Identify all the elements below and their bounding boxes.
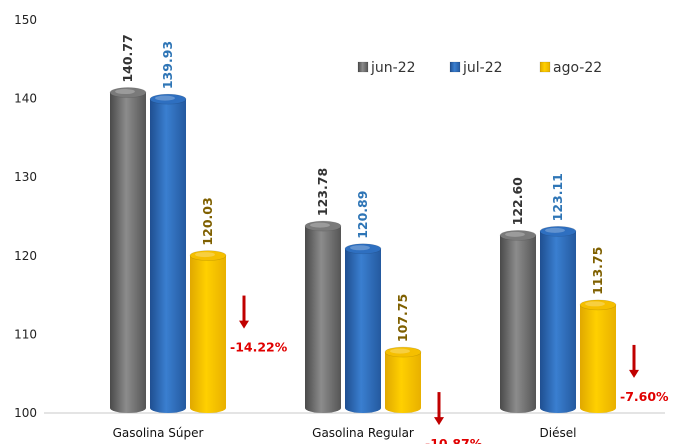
bar-body bbox=[500, 235, 536, 413]
bar-body bbox=[190, 255, 226, 413]
legend-item-jun-22: jun-22 bbox=[357, 60, 416, 76]
down-arrow-icon bbox=[434, 392, 444, 426]
bar-body bbox=[345, 248, 381, 413]
legend-swatch bbox=[449, 61, 461, 73]
legend-label: jul-22 bbox=[462, 60, 503, 76]
y-tick-label: 100 bbox=[14, 406, 37, 420]
bar-jul-22-2 bbox=[539, 226, 577, 413]
bar-ago-22-0 bbox=[189, 250, 227, 413]
bar-top bbox=[579, 299, 617, 311]
bar-top-highlight bbox=[115, 89, 135, 95]
legend-label: ago-22 bbox=[553, 60, 602, 76]
y-tick-label: 130 bbox=[14, 170, 37, 184]
data-label-jul-22: 139.93 bbox=[160, 41, 175, 89]
legend: jun-22 jul-22 ago-22 bbox=[357, 60, 602, 76]
y-tick-label: 150 bbox=[14, 13, 37, 27]
data-label-jul-22: 120.89 bbox=[355, 191, 370, 239]
y-tick-label: 120 bbox=[14, 249, 37, 263]
bar-jul-22-0 bbox=[149, 93, 187, 413]
change-label: -14.22% bbox=[230, 340, 288, 355]
bar-ago-22-2 bbox=[579, 299, 617, 413]
bar-body bbox=[150, 99, 186, 413]
bar-top-highlight bbox=[390, 348, 410, 354]
category-label: Diésel bbox=[540, 426, 577, 440]
legend-label: jun-22 bbox=[370, 60, 416, 76]
bar-top bbox=[109, 87, 147, 98]
bar-jun-22-0 bbox=[109, 87, 147, 414]
bar-top-highlight bbox=[545, 227, 565, 233]
bar-top-highlight bbox=[350, 245, 370, 251]
bar-top-highlight bbox=[310, 222, 330, 228]
bar-top bbox=[344, 243, 382, 255]
bar-top-highlight bbox=[195, 252, 215, 258]
bar-top bbox=[149, 93, 187, 105]
bars bbox=[109, 87, 617, 414]
data-labels: 140.77 139.93 120.03 123.78 120.89 107.75 122.… bbox=[120, 34, 605, 342]
change-label: -7.60% bbox=[620, 389, 669, 404]
legend-swatch bbox=[357, 61, 369, 73]
down-arrow-icon bbox=[239, 295, 249, 329]
y-tick-label: 140 bbox=[14, 92, 37, 106]
bar-top bbox=[304, 220, 342, 232]
bar-ago-22-1 bbox=[384, 346, 422, 413]
bar-top bbox=[189, 250, 227, 261]
bar-top-highlight bbox=[155, 95, 175, 101]
bar-top bbox=[384, 346, 422, 358]
data-label-ago-22: 107.75 bbox=[395, 294, 410, 342]
data-label-jul-22: 123.11 bbox=[550, 173, 565, 221]
bar-body bbox=[540, 231, 576, 413]
bar-body bbox=[305, 226, 341, 413]
category-label: Gasolina Súper bbox=[113, 426, 204, 440]
data-label-jun-22: 140.77 bbox=[120, 34, 135, 82]
down-arrow-icon bbox=[629, 344, 639, 378]
data-label-ago-22: 120.03 bbox=[200, 197, 215, 245]
category-labels: Gasolina Súper Gasolina Regular Diésel bbox=[113, 426, 577, 440]
data-label-ago-22: 113.75 bbox=[590, 247, 605, 295]
change-annotations: -14.22% -10.87% -7.60% bbox=[230, 295, 669, 444]
change-label: -10.87% bbox=[425, 436, 483, 444]
bar-top bbox=[499, 230, 537, 241]
bar-jul-22-1 bbox=[344, 243, 382, 413]
legend-item-ago-22: ago-22 bbox=[539, 60, 602, 76]
y-tick-label: 110 bbox=[14, 327, 37, 341]
y-axis-ticks: 100 110 120 130 140 150 bbox=[14, 13, 37, 420]
legend-item-jul-22: jul-22 bbox=[449, 60, 503, 76]
data-label-jun-22: 122.60 bbox=[510, 177, 525, 226]
category-label: Gasolina Regular bbox=[312, 426, 414, 440]
bar-top-highlight bbox=[585, 301, 605, 307]
bar-top bbox=[539, 226, 577, 237]
bar-body bbox=[580, 304, 616, 413]
bar-jun-22-2 bbox=[499, 230, 537, 413]
bar-body bbox=[385, 352, 421, 413]
bar-body bbox=[110, 92, 146, 414]
bar-top-highlight bbox=[505, 231, 525, 237]
legend-swatch bbox=[539, 61, 551, 73]
bar-jun-22-1 bbox=[304, 220, 342, 413]
data-label-jun-22: 123.78 bbox=[315, 168, 330, 216]
